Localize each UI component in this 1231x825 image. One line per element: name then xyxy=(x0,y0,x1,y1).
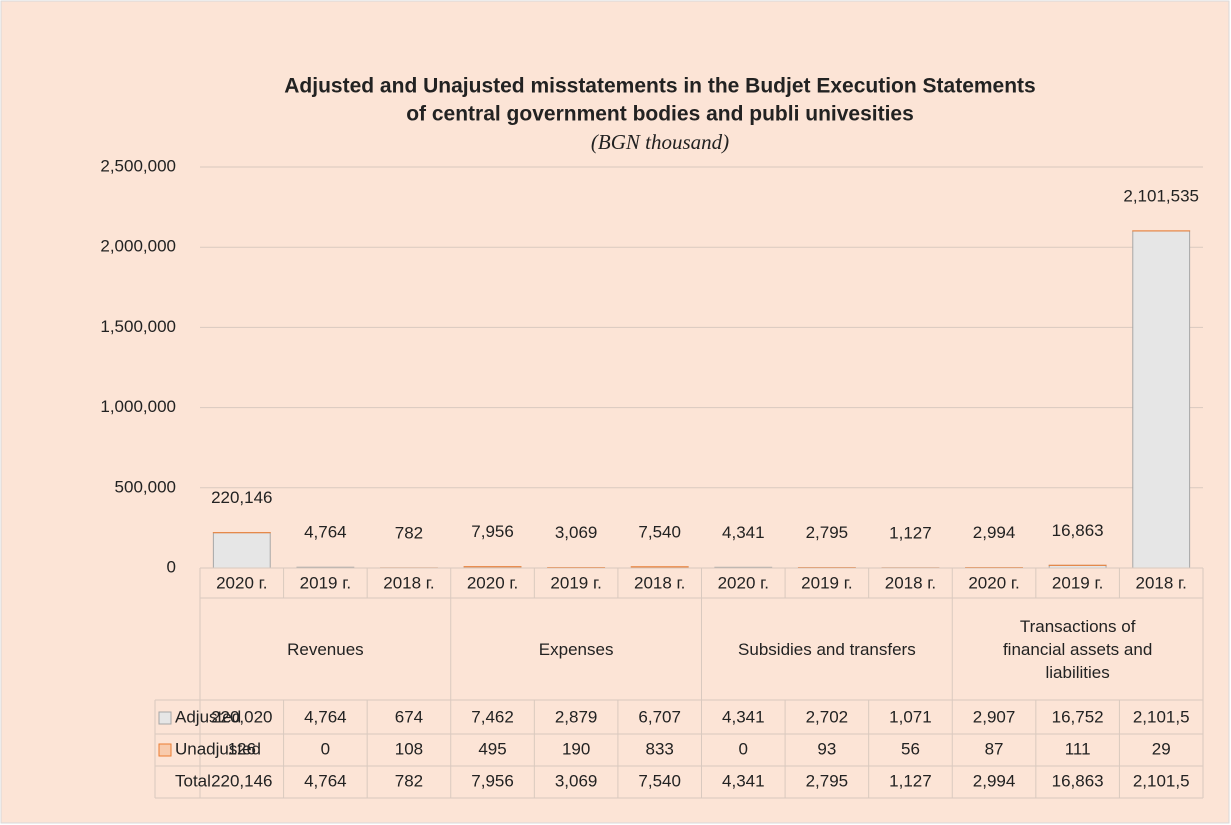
group-label-wrap: Subsidies and transfers xyxy=(702,598,953,700)
x-tick-label: 2018 г. xyxy=(383,573,434,592)
data-label: 4,764 xyxy=(304,523,347,542)
y-tick-label: 1,000,000 xyxy=(100,397,176,416)
group-label-wrap: Expenses xyxy=(451,598,702,700)
group-label: Subsidies and transfers xyxy=(738,639,916,659)
table-cell: 2,702 xyxy=(806,707,849,726)
table-cell: 16,863 xyxy=(1052,771,1104,790)
data-label: 3,069 xyxy=(555,523,598,542)
table-cell: 108 xyxy=(395,739,423,758)
chart-title: of central government bodies and publi u… xyxy=(406,103,914,126)
x-tick-label: 2019 г. xyxy=(1052,573,1103,592)
x-tick-label: 2020 г. xyxy=(216,573,267,592)
x-tick-label: 2019 г. xyxy=(550,573,601,592)
y-tick-label: 2,000,000 xyxy=(100,237,176,256)
data-label: 2,101,535 xyxy=(1123,186,1199,205)
bar xyxy=(212,532,271,569)
legend-label: Unadjusted xyxy=(175,739,261,758)
group-label-box: Expenses xyxy=(451,598,702,700)
table-cell: 7,956 xyxy=(471,771,514,790)
table-cell: 3,069 xyxy=(555,771,598,790)
x-tick-label: 2020 г. xyxy=(467,573,518,592)
bar xyxy=(1132,230,1191,569)
table-cell: 126 xyxy=(228,739,256,758)
table-cell: 190 xyxy=(562,739,590,758)
table-cell: 2,994 xyxy=(973,771,1016,790)
x-tick-label: 2019 г. xyxy=(300,573,351,592)
group-label: Revenues xyxy=(287,639,364,659)
table-cell: 674 xyxy=(395,707,423,726)
table-cell: 4,764 xyxy=(304,707,347,726)
table-cell: 6,707 xyxy=(638,707,681,726)
x-tick-label: 2019 г. xyxy=(801,573,852,592)
table-cell: 0 xyxy=(321,739,330,758)
table-cell: 87 xyxy=(985,739,1004,758)
table-cell: 93 xyxy=(817,739,836,758)
group-label-box: Transactions of financial assets and lia… xyxy=(952,598,1203,700)
table-cell: 111 xyxy=(1065,739,1091,758)
table-cell: 2,795 xyxy=(806,771,849,790)
x-tick-label: 2018 г. xyxy=(1136,573,1187,592)
table-cell: 495 xyxy=(478,739,506,758)
table-cell: 0 xyxy=(739,739,748,758)
data-label: 782 xyxy=(395,523,423,542)
table-cell: 4,341 xyxy=(722,707,765,726)
data-label: 2,994 xyxy=(973,523,1016,542)
table-cell: 782 xyxy=(395,771,423,790)
data-label: 4,341 xyxy=(722,523,765,542)
group-label-box: Revenues xyxy=(200,598,451,700)
table-cell: 220,020 xyxy=(211,707,272,726)
data-label: 7,956 xyxy=(471,522,514,541)
data-label: 7,540 xyxy=(638,522,681,541)
group-label: Transactions of financial assets and lia… xyxy=(1002,616,1153,682)
table-cell: 1,071 xyxy=(889,707,932,726)
group-label-wrap: Transactions of financial assets and lia… xyxy=(952,598,1203,700)
table-cell: 7,540 xyxy=(638,771,681,790)
table-cell: 2,907 xyxy=(973,707,1016,726)
table-cell: 56 xyxy=(901,739,920,758)
table-cell: 1,127 xyxy=(889,771,932,790)
chart-subtitle: (BGN thousand) xyxy=(591,130,729,154)
table-cell: 2,101,5 xyxy=(1133,707,1190,726)
x-tick-label: 2018 г. xyxy=(885,573,936,592)
table-cell: 2,879 xyxy=(555,707,598,726)
data-label: 2,795 xyxy=(806,523,849,542)
x-tick-label: 2020 г. xyxy=(718,573,769,592)
y-tick-label: 0 xyxy=(167,557,176,576)
table-cell: 7,462 xyxy=(471,707,514,726)
row-label: Total xyxy=(175,771,211,790)
x-tick-label: 2018 г. xyxy=(634,573,685,592)
table-cell: 16,752 xyxy=(1052,707,1104,726)
group-label-box: Subsidies and transfers xyxy=(702,598,953,700)
legend-key xyxy=(158,743,172,757)
table-cell: 4,341 xyxy=(722,771,765,790)
table-cell: 29 xyxy=(1152,739,1171,758)
table-cell: 4,764 xyxy=(304,771,347,790)
x-tick-label: 2020 г. xyxy=(968,573,1019,592)
table-cell: 833 xyxy=(646,739,674,758)
table-cell: 2,101,5 xyxy=(1133,771,1190,790)
group-label-wrap: Revenues xyxy=(200,598,451,700)
y-tick-label: 1,500,000 xyxy=(100,317,176,336)
y-tick-label: 500,000 xyxy=(115,477,176,496)
data-label: 1,127 xyxy=(889,523,932,542)
chart-title: Adjusted and Unajusted misstatements in … xyxy=(284,75,1035,98)
group-label: Expenses xyxy=(538,639,614,659)
legend-key xyxy=(158,711,172,725)
legend-label: Adjusted xyxy=(175,707,241,726)
table-cell: 220,146 xyxy=(211,771,272,790)
data-label: 16,863 xyxy=(1052,521,1104,540)
data-label: 220,146 xyxy=(211,488,272,507)
y-tick-label: 2,500,000 xyxy=(100,156,176,175)
